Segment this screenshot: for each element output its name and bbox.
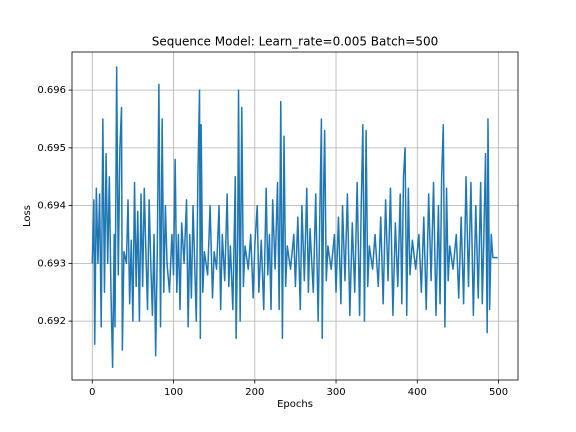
x-axis-label: Epochs [277,399,313,410]
line [91,66,498,369]
x-tick-label: 500 [489,387,508,398]
x-tick-label: 200 [245,387,264,398]
x-tick-label: 300 [326,387,345,398]
x-tick-label: 400 [408,387,427,398]
y-tick-label: 0.694 [37,201,66,212]
y-tick-label: 0.696 [37,85,66,96]
y-tick-label: 0.693 [37,258,66,269]
x-tick-label: 0 [89,387,95,398]
y-tick-label: 0.695 [37,143,66,154]
x-tick-label: 100 [164,387,183,398]
plot-frame [71,51,519,381]
y-tick-label: 0.692 [37,316,66,327]
y-axis-label: Loss [22,205,33,227]
chart-title: Sequence Model: Learn_rate=0.005 Batch=5… [152,35,438,49]
